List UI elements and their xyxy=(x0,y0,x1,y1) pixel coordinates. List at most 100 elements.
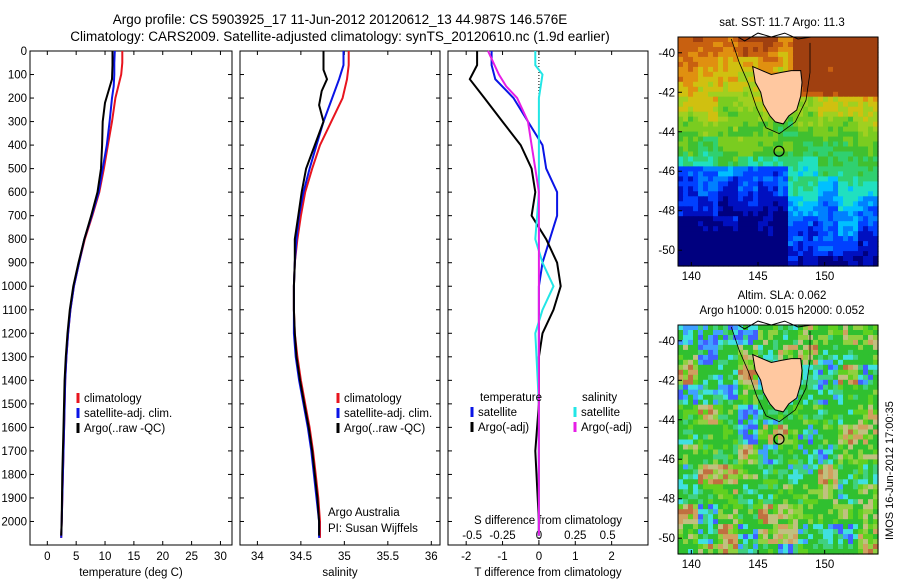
map-1-cell xyxy=(678,364,684,371)
map-1-cell xyxy=(713,549,719,555)
map-1-cell xyxy=(703,394,709,401)
map-0-cell xyxy=(723,261,729,267)
map-1-cell xyxy=(833,519,839,525)
legend2-sal-header: salinity xyxy=(582,392,617,404)
map-0-cell xyxy=(688,136,694,143)
map-1-cell xyxy=(798,479,804,485)
map-0-cell xyxy=(723,216,729,222)
map-1-cell xyxy=(733,509,739,515)
map-1-cell xyxy=(853,364,859,371)
map-1-cell xyxy=(723,494,729,500)
map-1-cell xyxy=(763,325,769,331)
map-1-cell xyxy=(698,409,704,416)
map-1-cell xyxy=(713,339,719,346)
map-1-cell xyxy=(763,539,769,545)
map-0-cell xyxy=(768,136,774,143)
map-1-cell xyxy=(723,459,729,465)
map-1-cell xyxy=(803,389,809,396)
map-0-cell xyxy=(678,226,684,232)
map-1-cell xyxy=(723,414,729,421)
map-1-cell xyxy=(683,344,689,351)
map-1-cell xyxy=(678,369,684,376)
map-1-cell xyxy=(833,549,839,555)
map-0-cell xyxy=(733,246,739,252)
map-1-cell xyxy=(718,344,724,351)
map-0-cell xyxy=(688,201,694,207)
map-0-cell xyxy=(833,111,839,118)
map-0-cell xyxy=(728,131,734,138)
map-1-cell xyxy=(798,399,804,406)
map-1-cell xyxy=(818,544,824,550)
map-0-cell xyxy=(763,191,769,197)
map-1-cell xyxy=(783,335,789,341)
map-1-cell xyxy=(848,434,854,441)
map-1-cell xyxy=(848,499,854,505)
map-1-cell xyxy=(838,389,844,396)
map-1-cell xyxy=(863,539,869,545)
map-1-cell xyxy=(733,330,739,336)
map-0-cell xyxy=(838,76,844,83)
map-1-cell xyxy=(778,529,784,535)
map-0-cell xyxy=(833,126,839,133)
map-1-cell xyxy=(853,335,859,341)
map-0-cell xyxy=(723,121,729,128)
map-0-cell xyxy=(813,96,819,103)
map-0-cell xyxy=(728,51,734,58)
map-1-cell xyxy=(813,499,819,505)
map-1-cell xyxy=(813,474,819,480)
map-1-cell xyxy=(748,549,754,555)
map-0-cell xyxy=(768,176,774,182)
map-1-cell xyxy=(718,349,724,356)
map-1-cell xyxy=(763,509,769,515)
map-0-cell xyxy=(723,146,729,153)
map-0-cell xyxy=(768,151,774,158)
map-1-cell xyxy=(843,434,849,441)
map-1-cell xyxy=(833,524,839,530)
map-0-cell xyxy=(743,151,749,158)
map-0-cell xyxy=(853,61,859,68)
map-1-argo-marker xyxy=(773,433,785,445)
map-0-cell xyxy=(723,191,729,197)
map-0-cell xyxy=(828,201,834,207)
map-0-cell xyxy=(868,226,874,232)
map-1-cell xyxy=(823,414,829,421)
map-1-cell xyxy=(733,459,739,465)
map-0-cell xyxy=(763,206,769,212)
map-0-cell xyxy=(728,47,734,53)
map-0-cell xyxy=(698,196,704,202)
map-1-cell xyxy=(798,434,804,441)
map-0-cell xyxy=(728,256,734,262)
map-0-cell xyxy=(738,186,744,192)
map-0-cell xyxy=(873,206,879,212)
map-0-cell xyxy=(833,176,839,182)
map-1-cell xyxy=(753,484,759,490)
map-1-cell xyxy=(688,494,694,500)
map-1-cell xyxy=(713,349,719,356)
panel-0-xtick-label: 5 xyxy=(73,551,79,563)
map-1-cell xyxy=(773,524,779,530)
map-0-cell xyxy=(758,146,764,153)
map-1-cell xyxy=(838,474,844,480)
map-1-cell xyxy=(708,394,714,401)
map-0-cell xyxy=(698,86,704,93)
map-1-cell xyxy=(708,469,714,475)
map-1-cell xyxy=(713,369,719,376)
map-1-cell xyxy=(818,539,824,545)
map-0-cell xyxy=(743,216,749,222)
panel-0-ytick-label: 1700 xyxy=(1,446,27,458)
map-1-cell xyxy=(798,344,804,351)
map-0-cell xyxy=(773,126,779,133)
map-1-cell xyxy=(758,524,764,530)
map-0-cell xyxy=(858,131,864,138)
map-1-title: Altim. SLA: 0.062 xyxy=(738,290,827,302)
map-0-cell xyxy=(733,156,739,163)
map-0-cell xyxy=(868,131,874,138)
map-1-cell xyxy=(758,419,764,426)
map-1-cell xyxy=(818,454,824,460)
map-0-cell xyxy=(713,151,719,158)
map-0-cell xyxy=(808,221,814,227)
map-1-cell xyxy=(868,344,874,351)
map-0-cell xyxy=(778,156,784,163)
map-1-cell xyxy=(788,344,794,351)
map-0-cell xyxy=(688,246,694,252)
